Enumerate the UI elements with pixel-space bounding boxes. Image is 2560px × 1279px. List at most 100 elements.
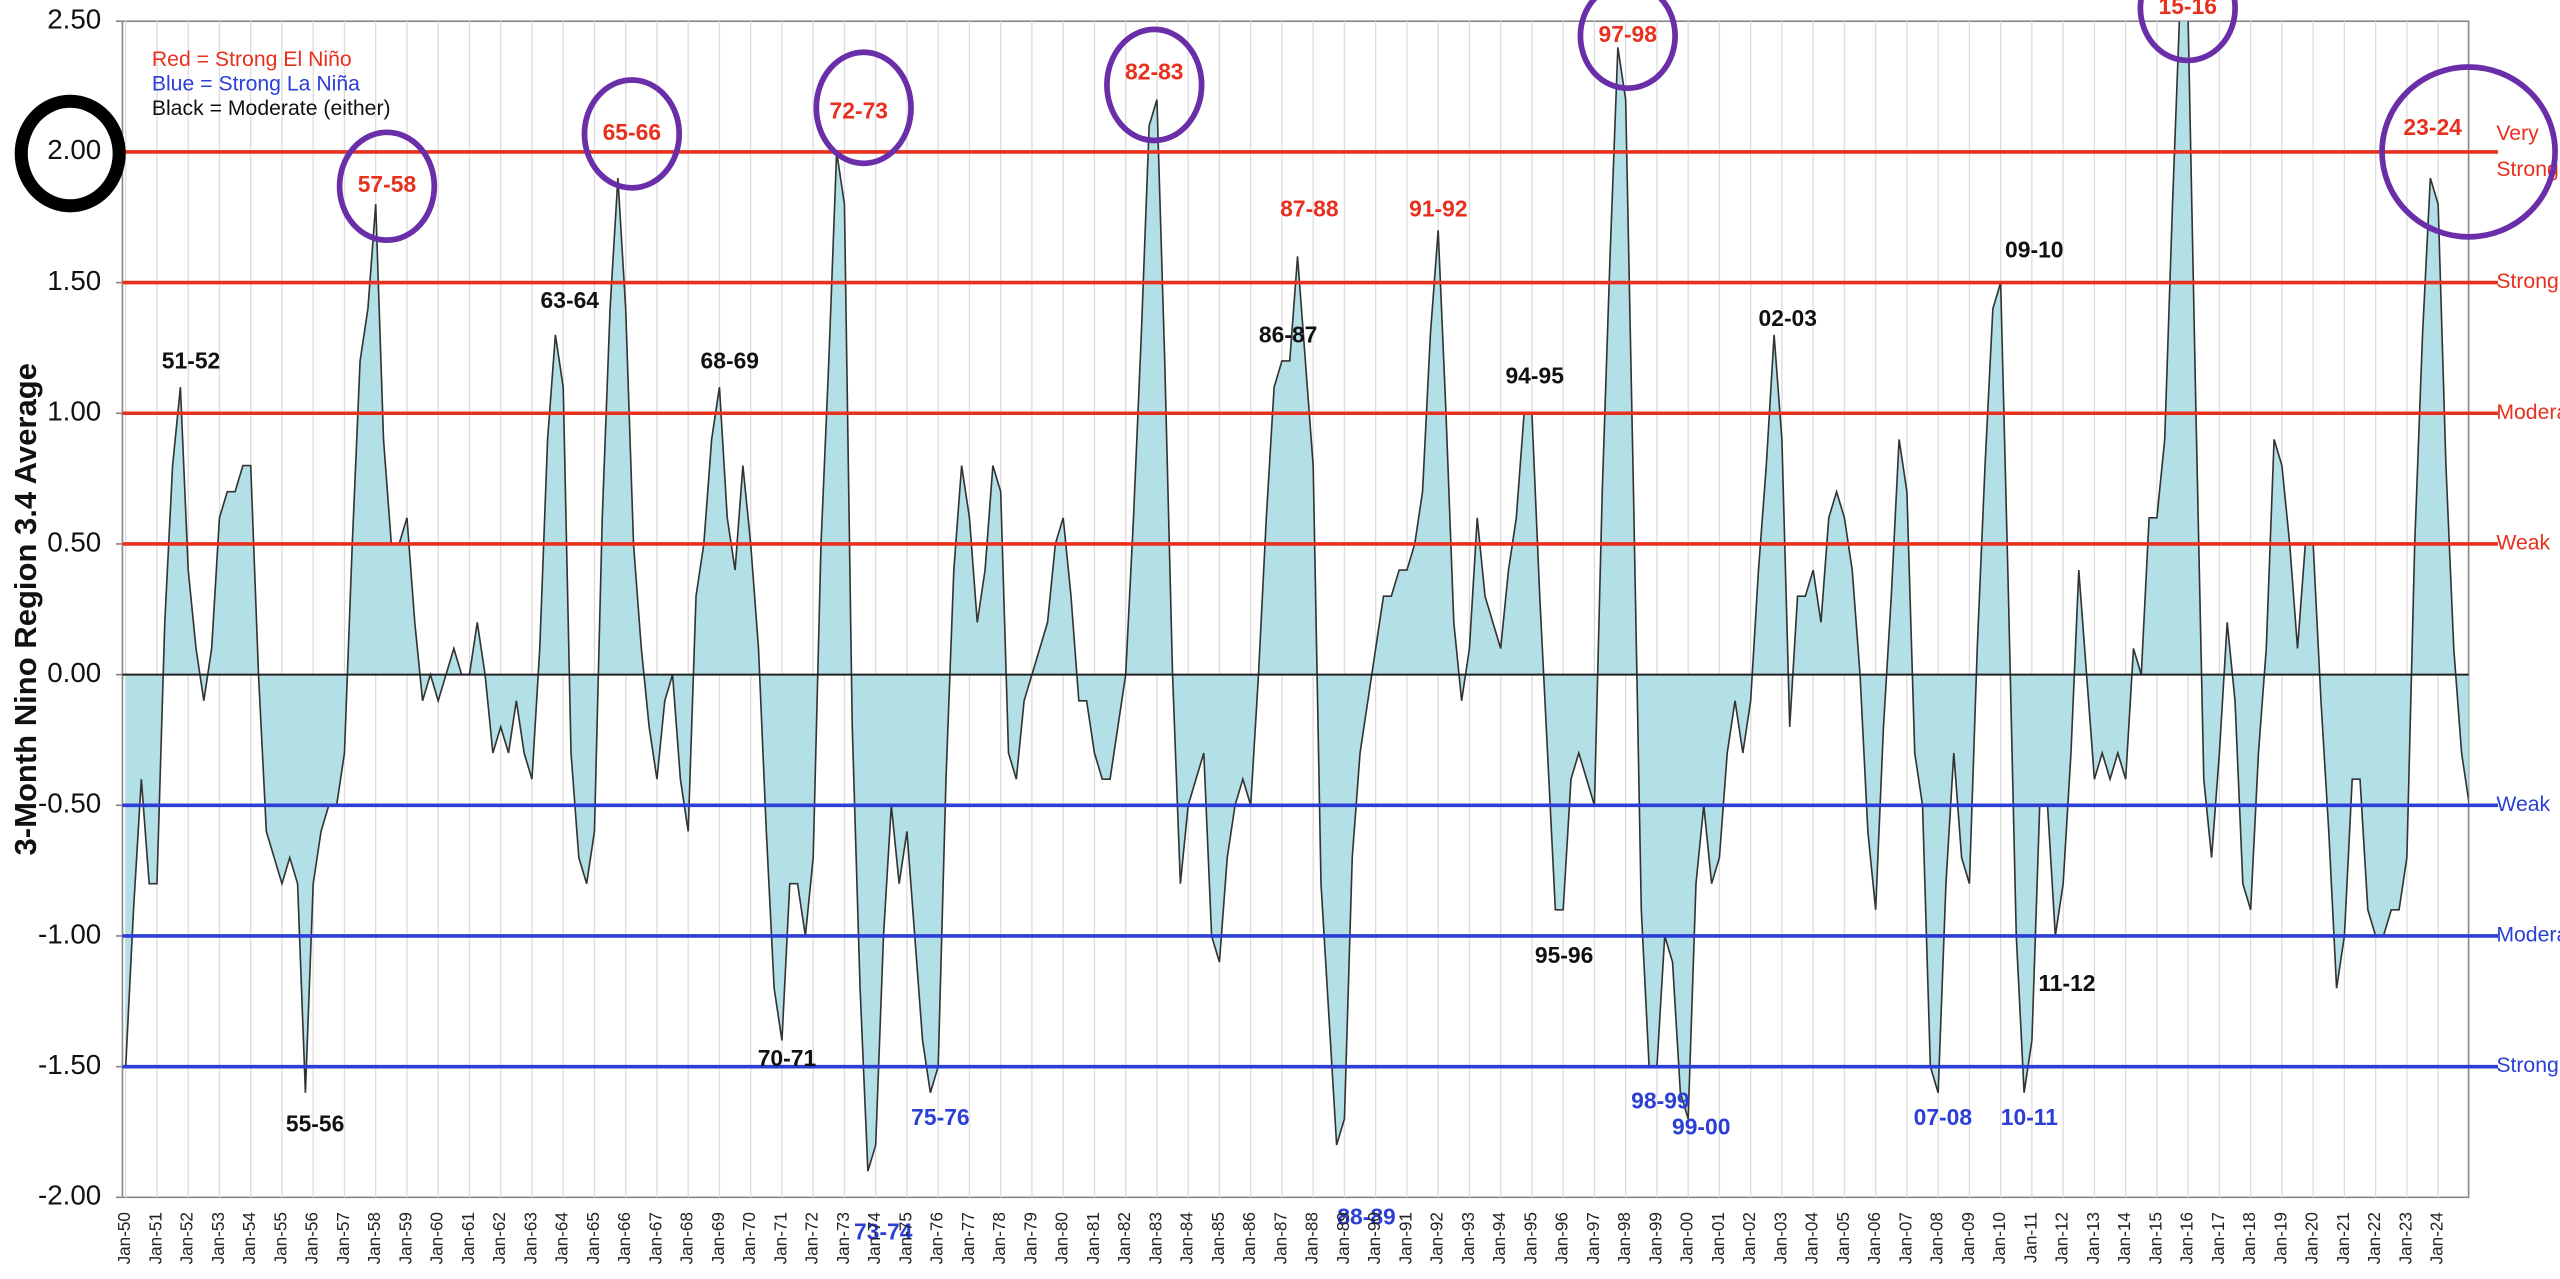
x-tick-label: Jan-52 bbox=[177, 1212, 197, 1264]
event-label: 94-95 bbox=[1505, 362, 1564, 388]
y-tick-label: -1.00 bbox=[38, 918, 101, 949]
event-label: 75-76 bbox=[911, 1104, 969, 1130]
x-tick-label: Jan-18 bbox=[2239, 1212, 2259, 1264]
x-tick-label: Jan-21 bbox=[2333, 1212, 2353, 1264]
x-tick-label: Jan-53 bbox=[208, 1212, 228, 1264]
x-tick-label: Jan-93 bbox=[1458, 1212, 1478, 1264]
event-label: 97-98 bbox=[1599, 21, 1658, 47]
x-tick-label: Jan-00 bbox=[1677, 1212, 1697, 1264]
x-tick-label: Jan-88 bbox=[1302, 1212, 1322, 1264]
x-tick-label: Jan-71 bbox=[770, 1212, 790, 1264]
x-tick-label: Jan-12 bbox=[2052, 1212, 2072, 1264]
event-label: 82-83 bbox=[1125, 59, 1183, 85]
legend-note: Black = Moderate (either) bbox=[152, 97, 391, 120]
y-tick-label: 1.50 bbox=[47, 265, 101, 296]
highlight-circle bbox=[1577, 0, 1678, 92]
x-tick-label: Jan-70 bbox=[739, 1212, 759, 1264]
x-tick-label: Jan-07 bbox=[1895, 1212, 1915, 1264]
event-label: 91-92 bbox=[1409, 196, 1467, 222]
x-tick-label: Jan-73 bbox=[833, 1212, 853, 1264]
x-tick-label: Jan-83 bbox=[1145, 1212, 1165, 1264]
tick-highlight bbox=[14, 94, 126, 213]
event-label: 09-10 bbox=[2005, 237, 2063, 263]
event-label: 57-58 bbox=[358, 171, 417, 197]
x-tick-label: Jan-96 bbox=[1552, 1212, 1572, 1264]
x-tick-label: Jan-90 bbox=[1364, 1212, 1384, 1264]
x-tick-label: Jan-08 bbox=[1927, 1212, 1947, 1264]
legend-note: Red = Strong El Niño bbox=[152, 48, 352, 71]
event-label: 86-87 bbox=[1259, 322, 1317, 348]
x-tick-label: Jan-82 bbox=[1114, 1212, 1134, 1264]
x-tick-label: Jan-60 bbox=[427, 1212, 447, 1264]
event-label: 02-03 bbox=[1759, 305, 1817, 331]
reference-label: Very Strong bbox=[2496, 122, 2559, 181]
reference-label: Weak bbox=[2496, 793, 2550, 816]
highlight-circle bbox=[1104, 26, 1205, 144]
event-label: 87-88 bbox=[1280, 196, 1339, 222]
x-tick-label: Jan-17 bbox=[2208, 1212, 2228, 1264]
x-tick-label: Jan-97 bbox=[1583, 1212, 1603, 1264]
area-line bbox=[124, 21, 2469, 1172]
y-tick-label: 0.00 bbox=[47, 657, 101, 688]
x-tick-label: Jan-14 bbox=[2114, 1212, 2134, 1265]
x-tick-label: Jan-65 bbox=[583, 1212, 603, 1264]
event-label: 55-56 bbox=[286, 1110, 344, 1136]
y-tick-label: -2.00 bbox=[38, 1180, 101, 1211]
event-label: 72-73 bbox=[830, 98, 888, 124]
x-tick-label: Jan-91 bbox=[1395, 1212, 1415, 1264]
x-tick-label: Jan-10 bbox=[1989, 1212, 2009, 1264]
x-tick-label: Jan-19 bbox=[2270, 1212, 2290, 1264]
x-tick-label: Jan-01 bbox=[1708, 1212, 1728, 1264]
event-label: 63-64 bbox=[541, 287, 600, 313]
x-tick-label: Jan-05 bbox=[1833, 1212, 1853, 1264]
x-tick-label: Jan-76 bbox=[927, 1212, 947, 1264]
x-tick-label: Jan-80 bbox=[1052, 1212, 1072, 1264]
x-tick-label: Jan-64 bbox=[552, 1212, 572, 1265]
x-tick-label: Jan-99 bbox=[1645, 1212, 1665, 1264]
x-tick-label: Jan-51 bbox=[145, 1212, 165, 1264]
x-tick-label: Jan-11 bbox=[2020, 1212, 2040, 1263]
x-tick-label: Jan-24 bbox=[2427, 1212, 2447, 1265]
x-tick-label: Jan-57 bbox=[333, 1212, 353, 1264]
highlight-circle bbox=[336, 129, 438, 243]
reference-label: Moderate bbox=[2496, 924, 2560, 947]
y-tick-label: 1.00 bbox=[47, 396, 101, 427]
highlight-circle bbox=[2137, 0, 2238, 64]
x-tick-label: Jan-04 bbox=[1802, 1212, 1822, 1265]
x-tick-label: Jan-03 bbox=[1770, 1212, 1790, 1264]
y-tick-label: 2.50 bbox=[47, 4, 101, 35]
x-tick-label: Jan-13 bbox=[2083, 1212, 2103, 1264]
event-label: 10-11 bbox=[2001, 1104, 2058, 1130]
event-label: 68-69 bbox=[701, 348, 759, 374]
x-tick-label: Jan-23 bbox=[2395, 1212, 2415, 1264]
highlight-circle bbox=[813, 49, 914, 167]
x-tick-label: Jan-84 bbox=[1177, 1212, 1197, 1265]
event-label: 95-96 bbox=[1535, 942, 1593, 968]
event-label: 70-71 bbox=[758, 1045, 817, 1071]
x-tick-label: Jan-87 bbox=[1270, 1212, 1290, 1264]
event-label: 99-00 bbox=[1672, 1114, 1730, 1140]
x-tick-label: Jan-02 bbox=[1739, 1212, 1759, 1264]
x-tick-label: Jan-86 bbox=[1239, 1212, 1259, 1264]
highlight-circle bbox=[581, 77, 683, 191]
x-tick-label: Jan-50 bbox=[114, 1212, 134, 1264]
y-tick-label: 2.00 bbox=[47, 134, 101, 165]
legend-note: Blue = Strong La Niña bbox=[152, 73, 360, 96]
x-tick-label: Jan-77 bbox=[958, 1212, 978, 1264]
event-label: 51-52 bbox=[162, 348, 220, 374]
y-axis-title: 3-Month Nino Region 3.4 Average bbox=[8, 363, 43, 855]
x-tick-label: Jan-92 bbox=[1427, 1212, 1447, 1264]
x-tick-label: Jan-78 bbox=[989, 1212, 1009, 1264]
x-tick-label: Jan-16 bbox=[2177, 1212, 2197, 1264]
x-tick-label: Jan-20 bbox=[2302, 1212, 2322, 1264]
event-label: 88-89 bbox=[1337, 1204, 1395, 1230]
x-tick-label: Jan-15 bbox=[2145, 1212, 2165, 1264]
y-tick-label: -0.50 bbox=[38, 788, 101, 819]
y-tick-label: 0.50 bbox=[47, 526, 101, 557]
x-tick-label: Jan-56 bbox=[302, 1212, 322, 1264]
reference-label: Strong bbox=[2496, 1054, 2559, 1077]
x-tick-label: Jan-95 bbox=[1520, 1212, 1540, 1264]
